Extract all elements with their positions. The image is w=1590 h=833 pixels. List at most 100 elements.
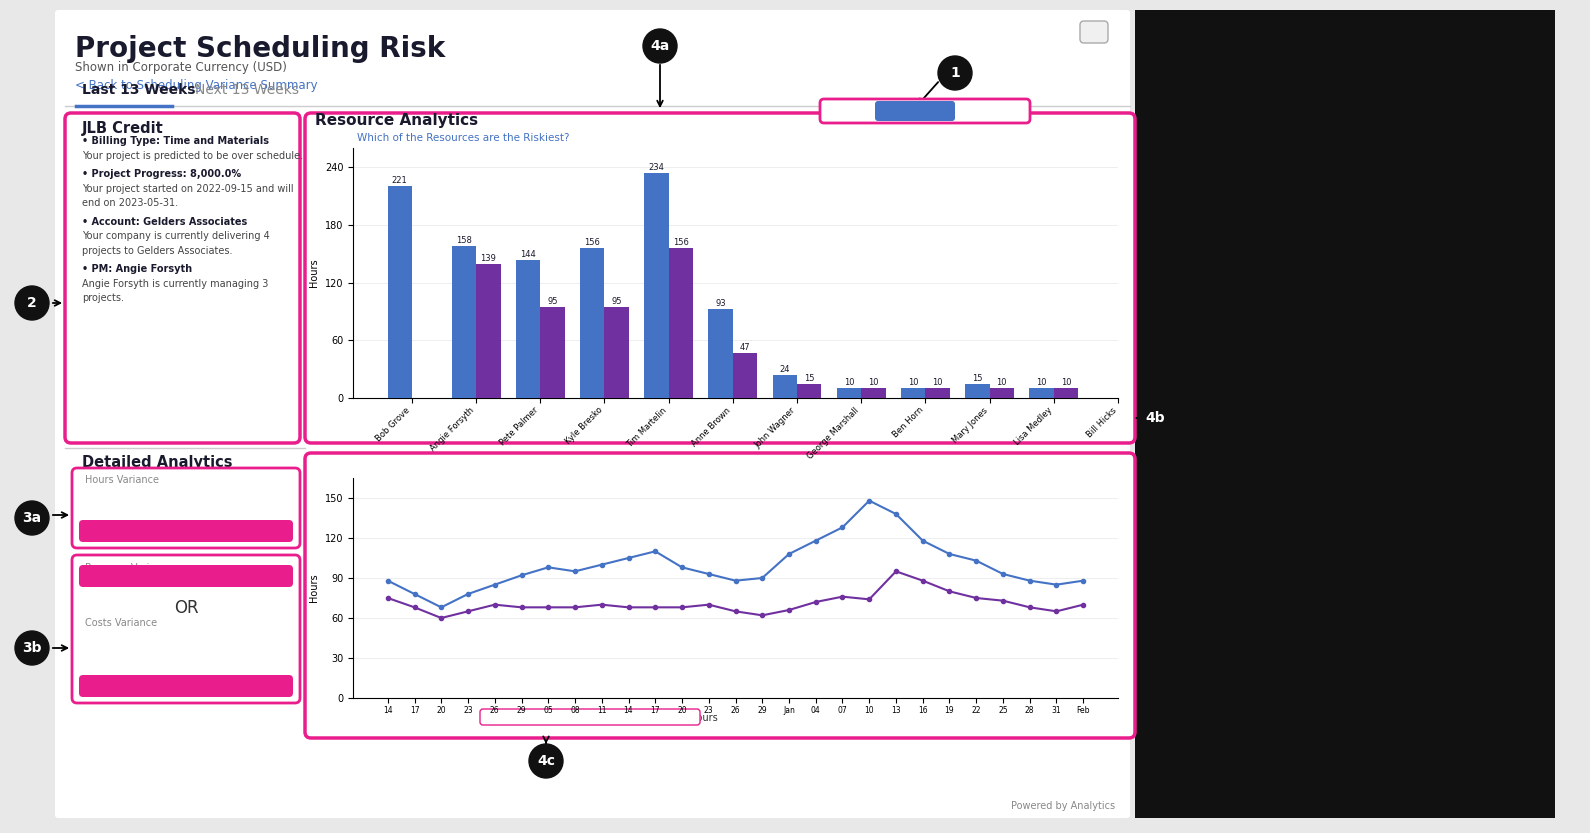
FancyBboxPatch shape — [305, 113, 1135, 443]
Text: Your project is predicted to be over schedule.: Your project is predicted to be over sch… — [83, 151, 304, 161]
Text: Your company is currently delivering 4: Your company is currently delivering 4 — [83, 231, 270, 241]
Text: 2: 2 — [27, 296, 37, 310]
Bar — [925, 388, 949, 398]
Text: 10: 10 — [1061, 378, 1072, 387]
Text: JLB Credit: JLB Credit — [83, 121, 164, 136]
Text: Role: Role — [973, 106, 997, 116]
Text: +18,141: +18,141 — [243, 681, 288, 691]
Text: 139: 139 — [480, 254, 496, 263]
Text: 95: 95 — [547, 297, 558, 306]
Circle shape — [642, 29, 677, 63]
Text: 4c: 4c — [537, 754, 555, 768]
Bar — [902, 388, 925, 398]
Text: projects.: projects. — [83, 293, 124, 303]
Circle shape — [14, 631, 49, 665]
Circle shape — [1138, 401, 1172, 435]
Bar — [1054, 388, 1078, 398]
Text: 158: 158 — [456, 236, 472, 245]
Text: Scheduled Hours: Scheduled Hours — [634, 713, 717, 723]
FancyBboxPatch shape — [480, 709, 700, 725]
FancyBboxPatch shape — [65, 113, 301, 443]
FancyBboxPatch shape — [72, 555, 301, 703]
Text: 10: 10 — [844, 378, 854, 387]
Bar — [836, 388, 862, 398]
FancyBboxPatch shape — [1135, 10, 1555, 818]
Bar — [669, 248, 693, 398]
Text: Actual Hours: Actual Hours — [515, 713, 577, 723]
Text: Project Scheduling Risk: Project Scheduling Risk — [75, 35, 445, 63]
Circle shape — [529, 744, 563, 778]
Bar — [475, 264, 501, 398]
Circle shape — [938, 56, 971, 90]
Text: 15: 15 — [971, 374, 983, 382]
Text: 156: 156 — [673, 238, 688, 247]
Text: Detailed Analytics: Detailed Analytics — [83, 455, 232, 470]
Text: Last 13 Weeks: Last 13 Weeks — [83, 83, 196, 97]
Text: • PM: Angie Forsyth: • PM: Angie Forsyth — [83, 264, 192, 274]
Text: +48,710: +48,710 — [243, 571, 288, 581]
Text: 4a: 4a — [650, 39, 669, 53]
Text: 10: 10 — [868, 378, 879, 387]
Text: Shown in Corporate Currency (USD): Shown in Corporate Currency (USD) — [75, 61, 286, 74]
FancyBboxPatch shape — [80, 565, 293, 587]
Bar — [965, 383, 989, 398]
Text: projects to Gelders Associates.: projects to Gelders Associates. — [83, 246, 232, 256]
Text: Your project started on 2022-09-15 and will: Your project started on 2022-09-15 and w… — [83, 183, 294, 193]
FancyBboxPatch shape — [820, 99, 1030, 123]
Text: end on 2023-05-31.: end on 2023-05-31. — [83, 198, 178, 208]
Text: • Project Progress: 8,000.0%: • Project Progress: 8,000.0% — [83, 169, 242, 179]
Text: 156: 156 — [585, 238, 601, 247]
Text: • Billing Type: Time and Materials: • Billing Type: Time and Materials — [83, 136, 269, 146]
Bar — [862, 388, 886, 398]
Text: 3b: 3b — [22, 641, 41, 655]
Bar — [773, 375, 797, 398]
Circle shape — [14, 286, 49, 320]
FancyBboxPatch shape — [80, 675, 293, 697]
Text: Total Hours Variance %: Total Hours Variance % — [89, 526, 208, 536]
Bar — [797, 383, 822, 398]
Text: 4b: 4b — [1145, 411, 1165, 425]
Text: OR: OR — [173, 599, 199, 617]
Text: Total Revenue Variance: Total Revenue Variance — [89, 571, 210, 581]
Circle shape — [14, 501, 49, 535]
Text: Costs Variance: Costs Variance — [84, 618, 157, 628]
Text: View by: View by — [840, 106, 884, 116]
Text: ?: ? — [1091, 26, 1097, 38]
Text: Resource Analytics: Resource Analytics — [315, 113, 479, 128]
Text: 47: 47 — [739, 343, 750, 352]
Bar — [541, 307, 564, 398]
Text: +45.3%: +45.3% — [246, 526, 288, 536]
Text: • Account: Gelders Associates: • Account: Gelders Associates — [83, 217, 248, 227]
Text: 10: 10 — [932, 378, 943, 387]
Text: < Back to Scheduling Variance Summary: < Back to Scheduling Variance Summary — [75, 79, 318, 92]
Text: 234: 234 — [649, 163, 665, 172]
Text: Total Costs Variance: Total Costs Variance — [89, 681, 194, 691]
Bar — [515, 260, 541, 398]
Text: 24: 24 — [779, 365, 790, 374]
Text: 15: 15 — [805, 374, 814, 382]
Text: Revenue Variance: Revenue Variance — [84, 563, 173, 573]
Y-axis label: Hours: Hours — [308, 574, 320, 602]
Text: 3a: 3a — [22, 511, 41, 525]
FancyBboxPatch shape — [56, 10, 1130, 818]
FancyBboxPatch shape — [72, 468, 301, 548]
Text: Hours Variance: Hours Variance — [84, 475, 159, 485]
FancyBboxPatch shape — [305, 453, 1135, 738]
Bar — [644, 173, 669, 398]
Text: 10: 10 — [908, 378, 919, 387]
Bar — [709, 308, 733, 398]
Text: Angie Forsyth is currently managing 3: Angie Forsyth is currently managing 3 — [83, 278, 269, 288]
Text: 95: 95 — [612, 297, 622, 306]
Text: Which of the Resources are the Riskiest?: Which of the Resources are the Riskiest? — [356, 133, 569, 143]
Text: 10: 10 — [1037, 378, 1046, 387]
Text: Powered by Analytics: Powered by Analytics — [1011, 801, 1115, 811]
Text: 144: 144 — [520, 250, 536, 258]
FancyBboxPatch shape — [80, 520, 293, 542]
Bar — [604, 307, 630, 398]
Bar — [733, 353, 757, 398]
Text: 93: 93 — [716, 298, 727, 307]
Bar — [989, 388, 1014, 398]
Bar — [1029, 388, 1054, 398]
Bar — [452, 246, 475, 398]
FancyBboxPatch shape — [875, 101, 956, 121]
